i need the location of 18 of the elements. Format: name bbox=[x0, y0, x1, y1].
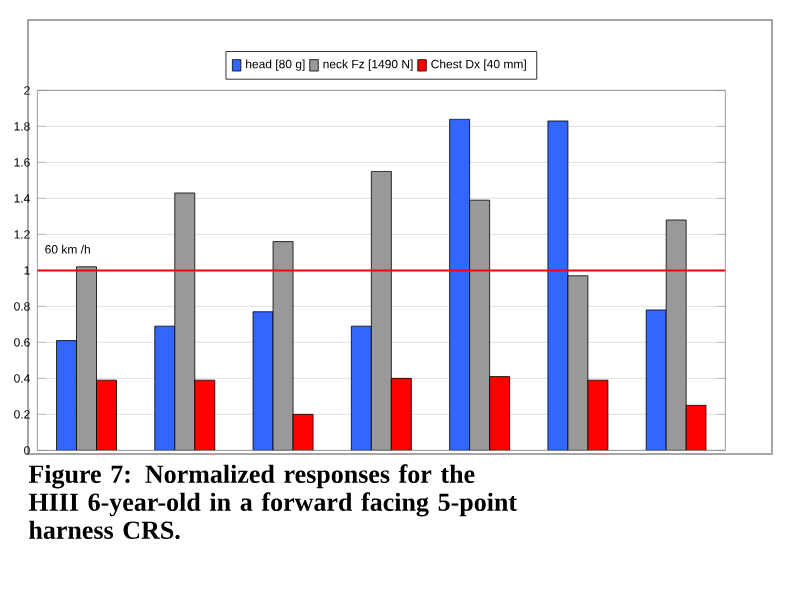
bar bbox=[370, 170, 392, 451]
bar bbox=[96, 379, 117, 451]
bar bbox=[645, 309, 667, 451]
bar bbox=[76, 266, 97, 451]
bar bbox=[174, 192, 196, 451]
bar bbox=[194, 379, 216, 451]
bar bbox=[685, 404, 707, 451]
bar bbox=[56, 340, 77, 451]
bar bbox=[390, 377, 412, 451]
bar bbox=[350, 325, 372, 451]
bar bbox=[154, 325, 176, 451]
bar bbox=[252, 311, 274, 451]
bar bbox=[489, 376, 511, 451]
caption: Figure 7: Normalized responses for the HIII 6-year-old in a forward facing 5-point harness CRS. bbox=[28, 464, 517, 540]
bar bbox=[469, 199, 491, 451]
bar bbox=[665, 219, 687, 451]
bar bbox=[449, 118, 471, 451]
bar bbox=[567, 275, 589, 451]
